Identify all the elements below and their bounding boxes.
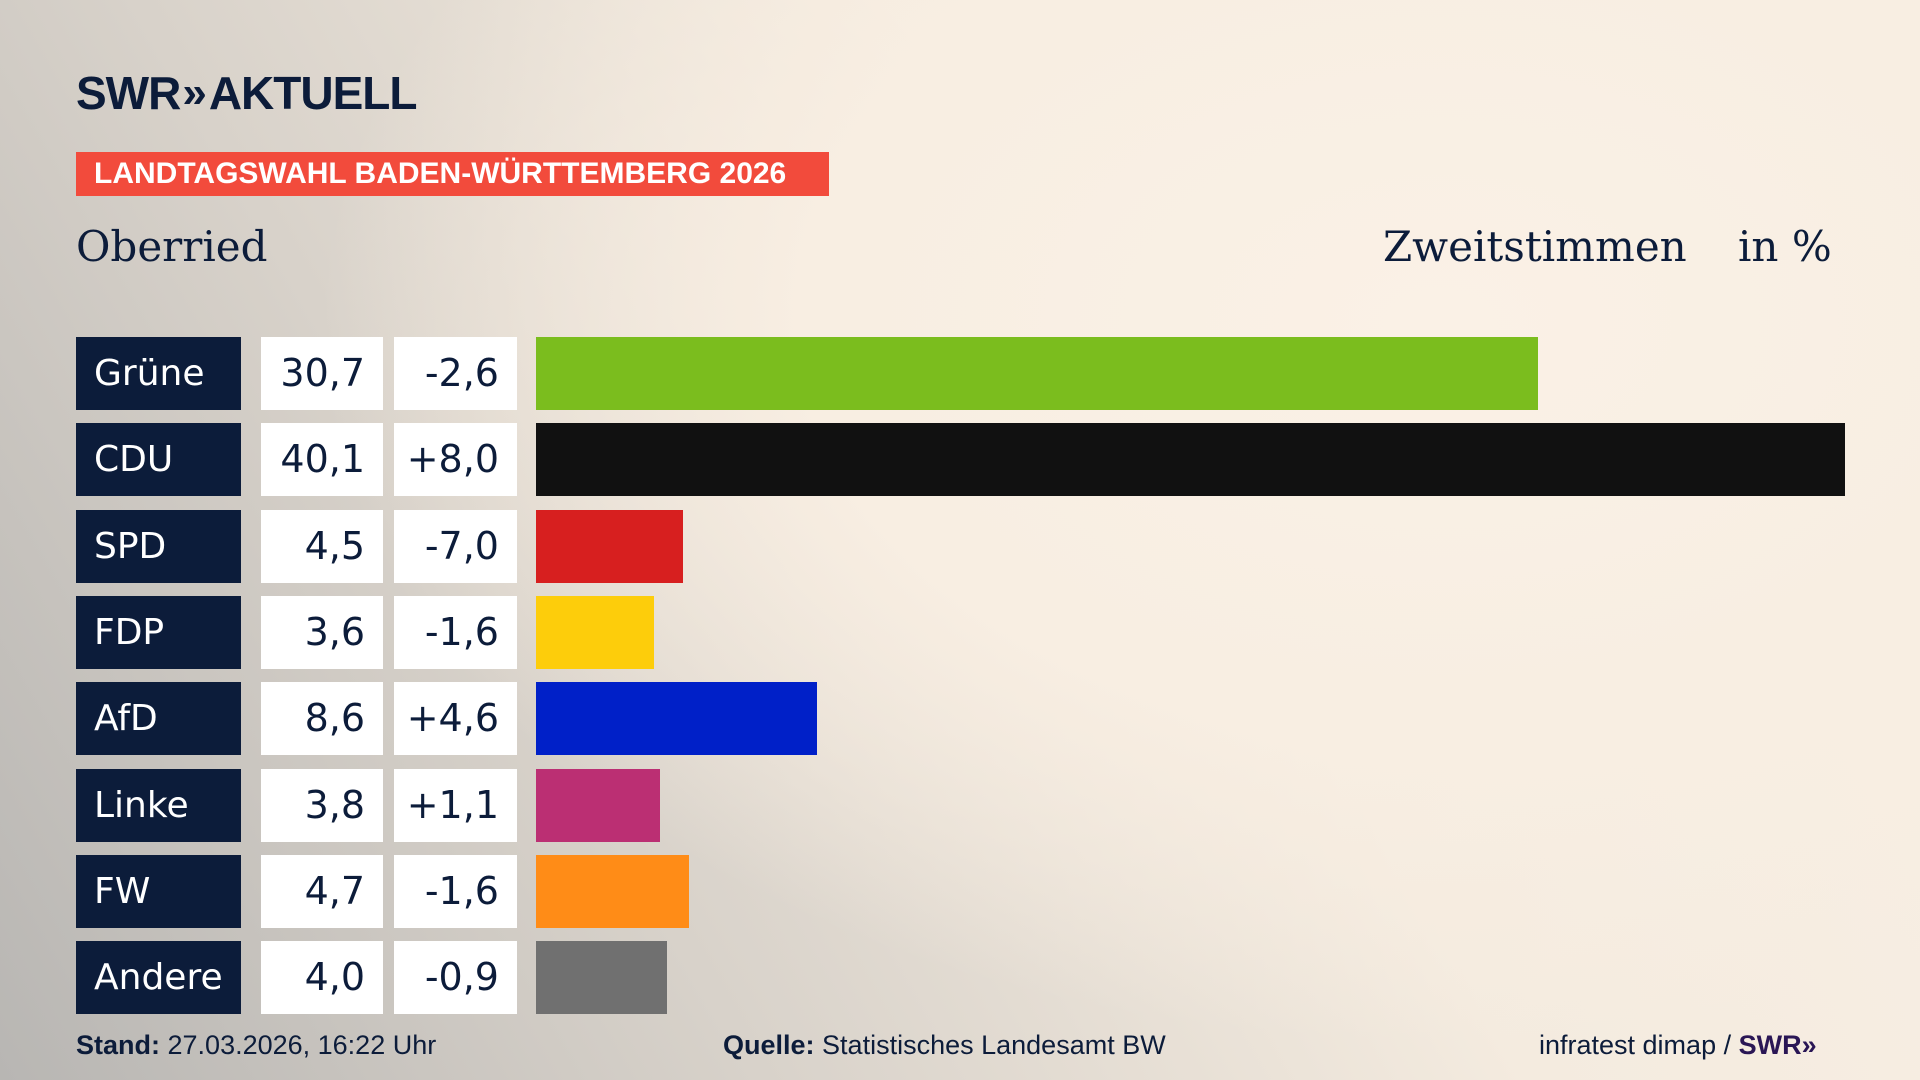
timestamp: Stand: 27.03.2026, 16:22 Uhr [76, 1030, 436, 1061]
place-title: Oberried [76, 222, 268, 271]
party-label: Linke [76, 768, 241, 842]
bar-fw [536, 854, 690, 928]
diff-label: -1,6 [394, 595, 517, 669]
party-label: CDU [76, 423, 241, 497]
unit-label: in % [1738, 222, 1832, 271]
party-label: Andere [76, 941, 241, 1015]
value-label: 40,1 [261, 423, 383, 497]
value-label: 4,5 [261, 509, 383, 583]
value-label: 3,8 [261, 768, 383, 842]
value-label: 3,6 [261, 595, 383, 669]
bar-grüne [536, 337, 1539, 410]
diff-label: +1,1 [394, 768, 517, 842]
election-banner: LANDTAGSWAHL BADEN-WÜRTTEMBERG 2026 [76, 152, 829, 196]
value-label: 30,7 [261, 337, 383, 410]
logo-suffix: AKTUELL [208, 67, 418, 119]
party-label: SPD [76, 509, 241, 583]
value-label: 8,6 [261, 682, 383, 756]
credit: infratest dimap / SWR» [1539, 1030, 1817, 1061]
source-label: Quelle: [723, 1030, 815, 1060]
party-label: AfD [76, 682, 241, 756]
vote-type-label: Zweitstimmen [1383, 222, 1687, 271]
diff-label: -1,6 [394, 854, 517, 928]
stand-label: Stand: [76, 1030, 160, 1060]
swr-small-logo: SWR» [1738, 1030, 1817, 1060]
bar-andere [536, 941, 667, 1015]
bar-fdp [536, 595, 654, 669]
chevron-icon: » [182, 68, 207, 117]
value-label: 4,0 [261, 941, 383, 1015]
stand-value: 27.03.2026, 16:22 Uhr [167, 1030, 437, 1060]
diff-label: +8,0 [394, 423, 517, 497]
source: Quelle: Statistisches Landesamt BW [723, 1030, 1166, 1061]
logo-text: SWR [76, 67, 181, 119]
party-label: FDP [76, 595, 241, 669]
diff-label: -2,6 [394, 337, 517, 410]
diff-label: -7,0 [394, 509, 517, 583]
party-label: FW [76, 854, 241, 928]
diff-label: -0,9 [394, 941, 517, 1015]
bar-spd [536, 509, 683, 583]
swr-aktuell-logo: SWR» AKTUELL [76, 67, 417, 119]
credit-text: infratest dimap / [1539, 1030, 1732, 1060]
party-label: Grüne [76, 337, 241, 410]
bar-afd [536, 682, 817, 756]
bar-linke [536, 768, 661, 842]
source-value: Statistisches Landesamt BW [822, 1030, 1166, 1060]
diff-label: +4,6 [394, 682, 517, 756]
bar-cdu [536, 423, 1845, 497]
value-label: 4,7 [261, 854, 383, 928]
